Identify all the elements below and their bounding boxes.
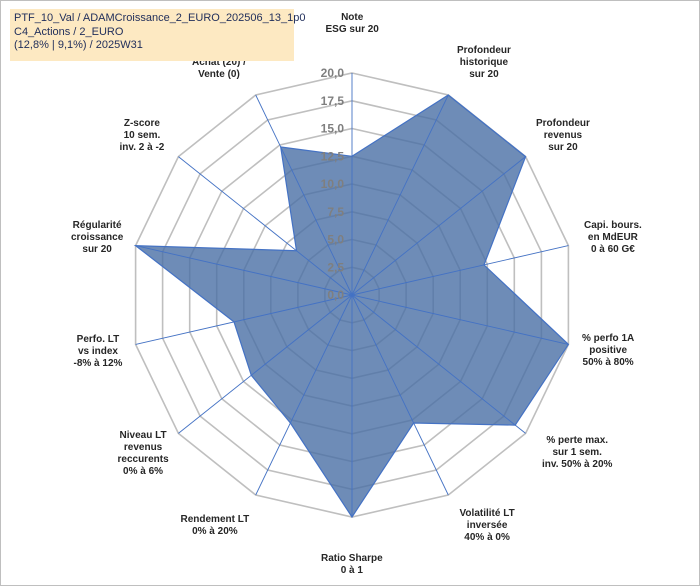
spoke-line [351,245,569,296]
spoke-line [351,294,569,345]
axis-label: Profondeur revenus sur 20 [536,118,590,154]
axis-label-line: Z-score [123,118,160,129]
spoke-line [178,294,353,434]
axis-label-line: inv. 50% à 20% [542,459,613,470]
axis-label-line: 50% à 80% [582,357,634,368]
tick-label: 12,5 [321,149,345,163]
spoke-line [351,294,449,496]
axis-label-line: Rendement LT [180,514,250,525]
chart-title-box: PTF_10_Val / ADAMCroissance_2_EURO_20250… [10,9,306,61]
axis-label: Volatilité LT inversée 40% à 0% [460,508,515,544]
axis-label: Perfo. LT vs index -8% à 12% [74,334,123,370]
title-line-2: C4_Actions / 2_EURO [14,25,124,38]
axis-label-line: vs index [77,346,118,357]
axis-label-line: inversée [466,520,508,531]
spoke-line [135,294,353,345]
axis-label-line: en MdEUR [587,232,638,243]
axis-label-line: inv. 2 à -2 [119,142,165,153]
axis-label: % perte max. sur 1 sem. inv. 50% à 20% [542,435,612,471]
spoke-line [255,94,353,296]
spoke-line [351,294,526,434]
title-line-1: PTF_10_Val / ADAMCroissance_2_EURO_20250… [14,12,306,24]
axis-label: Rendement LT 0% à 20% [181,514,250,538]
axis-label-line: revenus [543,130,583,141]
axis-label: Régularité croissance sur 20 [71,220,123,256]
axis-label-line: 10 sem. [123,130,161,141]
axis-label-line: % perfo 1A [582,333,635,344]
axis-label-line: sur 1 sem. [552,447,602,458]
tick-label: 15,0 [321,122,345,136]
tick-label: 0,0 [327,288,344,302]
axis-label-line: 40% à 0% [464,532,510,543]
axis-label-line: Régularité [72,220,122,231]
radar-spokes [135,73,569,517]
axis-label-line: positive [589,345,628,356]
spoke-line [351,94,449,296]
tick-label: 17,5 [321,94,345,108]
spoke-line [255,294,353,496]
axis-label-line: 0 à 1 [340,565,363,576]
spoke-line [178,156,353,296]
axis-label-line: croissance [71,232,124,243]
axis-label-line: % perte max. [546,435,609,446]
axis-label-line: Capi. bours. [584,220,642,231]
axis-label: Z-score 10 sem. inv. 2 à -2 [120,118,165,154]
axis-label-line: ESG sur 20 [325,24,379,35]
axis-label-line: Perfo. LT [76,334,120,345]
axis-label-line: Note [341,12,364,23]
axis-label-line: 0 à 60 G€ [590,244,635,255]
tick-label: 20,0 [321,66,345,80]
axis-label-line: Profondeur [457,45,511,56]
axis-label: Capi. bours. en MdEUR 0 à 60 G€ [584,220,642,256]
axis-label-line: Vente (0) [198,69,240,80]
tick-label: 10,0 [321,177,345,191]
spoke-line [135,245,353,296]
tick-label: 5,0 [327,233,344,247]
axis-label-line: Achat (20) / [192,57,246,68]
axis-label: % perfo 1A positive 50% à 80% [582,333,634,369]
axis-label: Niveau LT revenus reccurents 0% à 6% [118,430,169,478]
axis-label: Note ESG sur 20 [326,12,379,36]
axis-label-line: sur 20 [82,244,112,255]
axis-label-line: Profondeur [536,118,590,129]
axis-label-line: Ratio Sharpe [321,553,383,564]
axis-label-line: historique [459,57,509,68]
axis-label-line: -8% à 12% [73,358,123,369]
axis-label: Profondeur historique sur 20 [457,45,511,81]
axis-label-line: 0% à 6% [123,466,164,477]
axis-label-line: revenus [123,442,163,453]
axis-label-line: sur 20 [548,142,578,153]
tick-label: 2,5 [327,260,344,274]
axis-label-line: sur 20 [469,69,499,80]
spoke-line [351,156,526,296]
axis-label-line: Volatilité LT [459,508,515,519]
tick-label: 7,5 [327,205,344,219]
axis-label-line: Niveau LT [119,430,167,441]
axis-label-line: 0% à 20% [192,526,238,537]
axis-label-line: reccurents [117,454,169,465]
radar-tick-labels: 0,0 2,5 5,0 7,5 10,0 12,5 15,0 17,5 20,0 [321,66,345,302]
title-line-3: (12,8% | 9,1%) / 2025W31 [14,39,143,51]
axis-label: Ratio Sharpe 0 à 1 [321,553,383,577]
